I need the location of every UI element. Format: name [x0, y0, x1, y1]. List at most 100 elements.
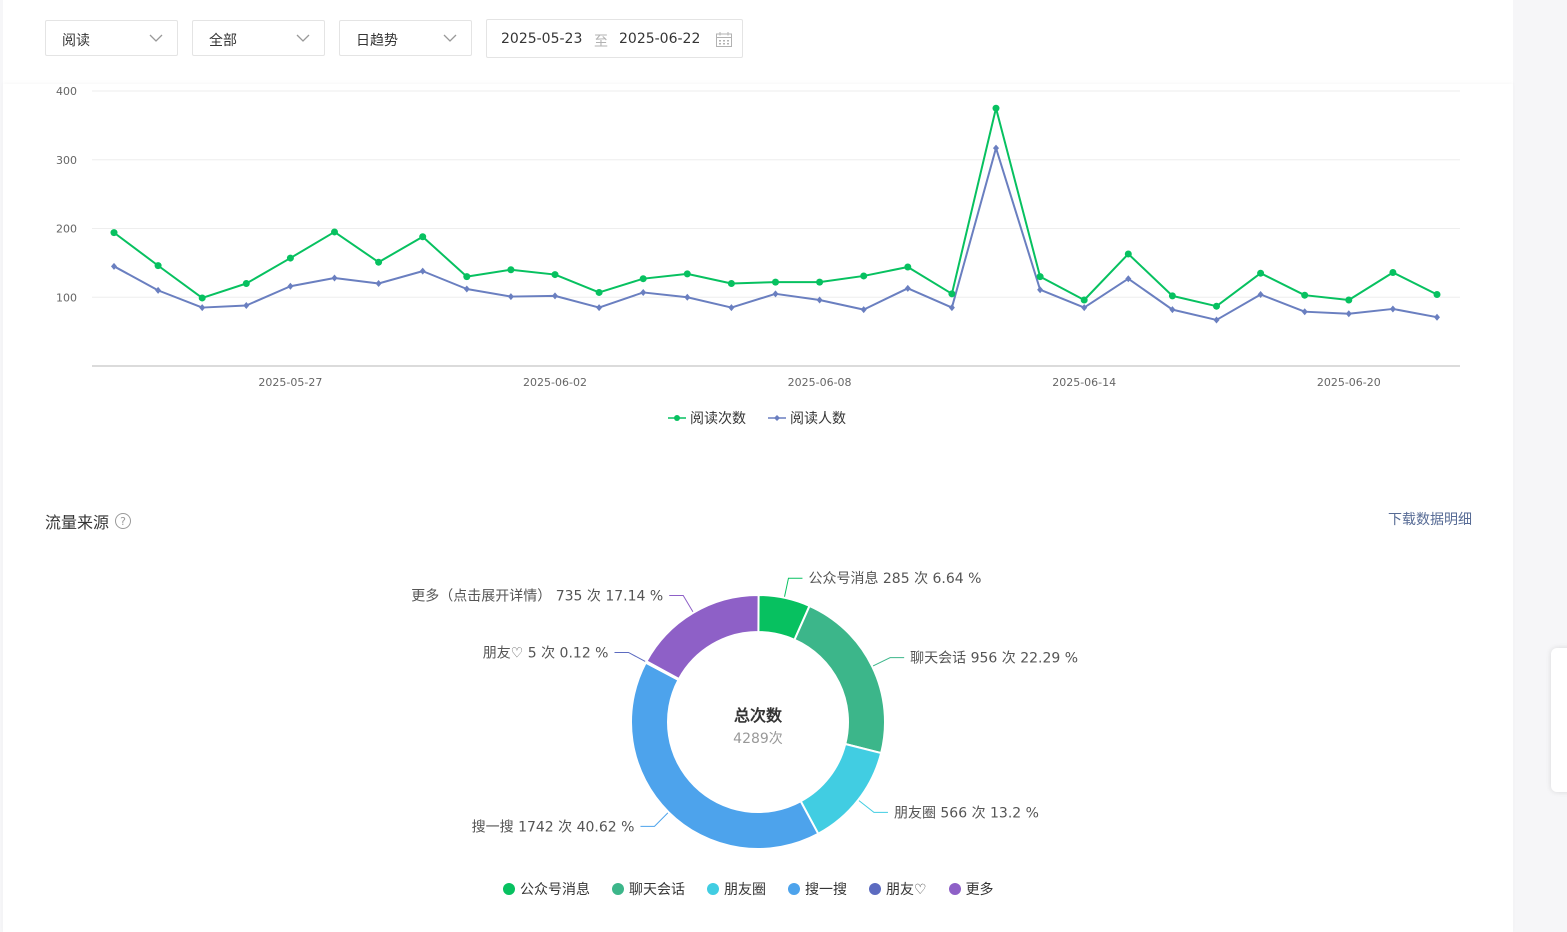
legend-item[interactable]: 公众号消息: [503, 879, 590, 899]
date-start-input[interactable]: 2025-05-23: [501, 31, 583, 47]
data-point-read-users[interactable]: [287, 282, 294, 290]
data-point-read-users[interactable]: [243, 302, 250, 309]
data-point-read-count[interactable]: [375, 258, 383, 266]
data-point-read-count[interactable]: [992, 104, 1000, 112]
data-point-read-count[interactable]: [1080, 296, 1088, 304]
legend-item-read-users[interactable]: 阅读人数: [768, 408, 846, 428]
data-point-read-count[interactable]: [1257, 269, 1265, 277]
data-point-read-count[interactable]: [595, 288, 603, 296]
legend-item[interactable]: 更多: [948, 879, 994, 899]
data-point-read-count[interactable]: [1301, 291, 1309, 299]
data-point-read-count[interactable]: [1036, 273, 1044, 281]
data-point-read-count[interactable]: [772, 278, 779, 286]
legend-item[interactable]: 朋友圈: [707, 879, 766, 899]
data-point-read-count[interactable]: [683, 270, 691, 278]
data-point-read-count[interactable]: [419, 233, 427, 241]
data-point-read-users[interactable]: [1257, 291, 1264, 298]
legend-line-diamond-icon: [768, 415, 786, 421]
data-point-read-count[interactable]: [331, 228, 338, 236]
data-point-read-count[interactable]: [904, 263, 912, 271]
data-point-read-users[interactable]: [111, 262, 117, 270]
data-point-read-count[interactable]: [727, 280, 735, 287]
data-point-read-users[interactable]: [507, 293, 514, 301]
data-point-read-users[interactable]: [993, 144, 999, 152]
data-point-read-users[interactable]: [419, 267, 426, 275]
label-leader-line: [614, 651, 646, 662]
data-point-read-users[interactable]: [904, 284, 911, 292]
label-leader-line: [858, 800, 888, 813]
data-point-read-count[interactable]: [1124, 250, 1132, 258]
data-point-read-count[interactable]: [816, 278, 824, 286]
metric-select[interactable]: 阅读: [45, 20, 178, 56]
data-point-read-count[interactable]: [463, 273, 471, 281]
data-point-read-users[interactable]: [596, 304, 603, 312]
slice-label: 公众号消息 285 次 6.64 %: [808, 570, 981, 587]
donut-slice[interactable]: [630, 661, 820, 850]
legend-label: 公众号消息: [520, 882, 590, 898]
download-detail-link[interactable]: 下载数据明细: [1388, 512, 1472, 528]
data-point-read-users[interactable]: [640, 288, 647, 296]
data-point-read-users[interactable]: [948, 304, 955, 312]
donut-center-title: 总次数: [734, 706, 783, 725]
data-point-read-users[interactable]: [1213, 316, 1220, 324]
metric-select-label: 阅读: [62, 33, 90, 49]
data-point-read-count[interactable]: [507, 266, 515, 274]
data-point-read-users[interactable]: [463, 285, 470, 293]
data-point-read-users[interactable]: [1037, 286, 1044, 294]
legend-label: 阅读次数: [690, 411, 746, 427]
help-icon[interactable]: ?: [115, 513, 132, 529]
donut-legend: 公众号消息 聊天会话 朋友圈 搜一搜 朋友♡ 更多: [503, 879, 994, 899]
data-point-read-users[interactable]: [199, 304, 206, 312]
trend-line-chart: 100 200 300 400 2025-05-27 2025-06-02 2025-06-…: [56, 85, 1460, 389]
data-point-read-users[interactable]: [1389, 305, 1396, 313]
legend-item[interactable]: 聊天会话: [612, 879, 685, 899]
legend-label: 阅读人数: [790, 411, 846, 427]
date-range-picker[interactable]: 2025-05-23 至 2025-06-22: [486, 19, 743, 58]
data-point-read-count[interactable]: [1168, 292, 1176, 300]
data-point-read-users[interactable]: [1434, 313, 1440, 321]
legend-item[interactable]: 朋友♡: [869, 879, 927, 899]
scope-select[interactable]: 全部: [192, 20, 325, 56]
date-end-input[interactable]: 2025-06-22: [619, 31, 701, 47]
slice-label: 聊天会话 956 次 22.29 %: [910, 651, 1078, 667]
trend-select[interactable]: 日趋势: [339, 20, 472, 56]
data-point-read-users[interactable]: [1125, 275, 1132, 283]
data-point-read-count[interactable]: [639, 275, 647, 283]
data-point-read-users[interactable]: [816, 296, 823, 304]
calendar-icon[interactable]: [716, 32, 732, 47]
donut-slice[interactable]: [799, 742, 883, 836]
data-point-read-users[interactable]: [375, 280, 382, 287]
data-point-read-count[interactable]: [154, 262, 162, 270]
traffic-source-title: 流量来源 ?: [45, 509, 132, 533]
data-point-read-count[interactable]: [551, 271, 559, 279]
data-point-read-count[interactable]: [1389, 269, 1397, 276]
donut-slice[interactable]: [793, 604, 886, 755]
side-floating-widget[interactable]: [1551, 648, 1567, 792]
data-point-read-count[interactable]: [948, 290, 956, 298]
data-point-read-users[interactable]: [772, 290, 779, 298]
data-point-read-users[interactable]: [1169, 306, 1176, 314]
data-point-read-users[interactable]: [860, 306, 867, 314]
slice-label: 搜一搜 1742 次 40.62 %: [472, 819, 635, 835]
data-point-read-count[interactable]: [1345, 296, 1353, 304]
data-point-read-users[interactable]: [331, 274, 338, 282]
data-point-read-users[interactable]: [552, 292, 558, 300]
data-point-read-users[interactable]: [684, 293, 691, 301]
data-point-read-count[interactable]: [286, 254, 294, 262]
scope-select-label: 全部: [209, 33, 237, 49]
data-point-read-count[interactable]: [1433, 291, 1441, 298]
donut-slice[interactable]: [645, 594, 760, 681]
data-point-read-users[interactable]: [1301, 308, 1308, 316]
data-point-read-count[interactable]: [110, 229, 118, 237]
legend-item[interactable]: 搜一搜: [788, 879, 847, 899]
x-tick-label: 2025-06-20: [1317, 376, 1381, 389]
data-point-read-users[interactable]: [1081, 304, 1088, 312]
data-point-read-count[interactable]: [860, 272, 868, 280]
data-point-read-count[interactable]: [198, 294, 206, 302]
data-point-read-count[interactable]: [242, 280, 250, 287]
data-point-read-users[interactable]: [1345, 310, 1352, 318]
legend-item-read-count[interactable]: 阅读次数: [668, 408, 746, 428]
data-point-read-users[interactable]: [728, 304, 735, 312]
data-point-read-users[interactable]: [155, 286, 162, 294]
data-point-read-count[interactable]: [1213, 302, 1220, 310]
